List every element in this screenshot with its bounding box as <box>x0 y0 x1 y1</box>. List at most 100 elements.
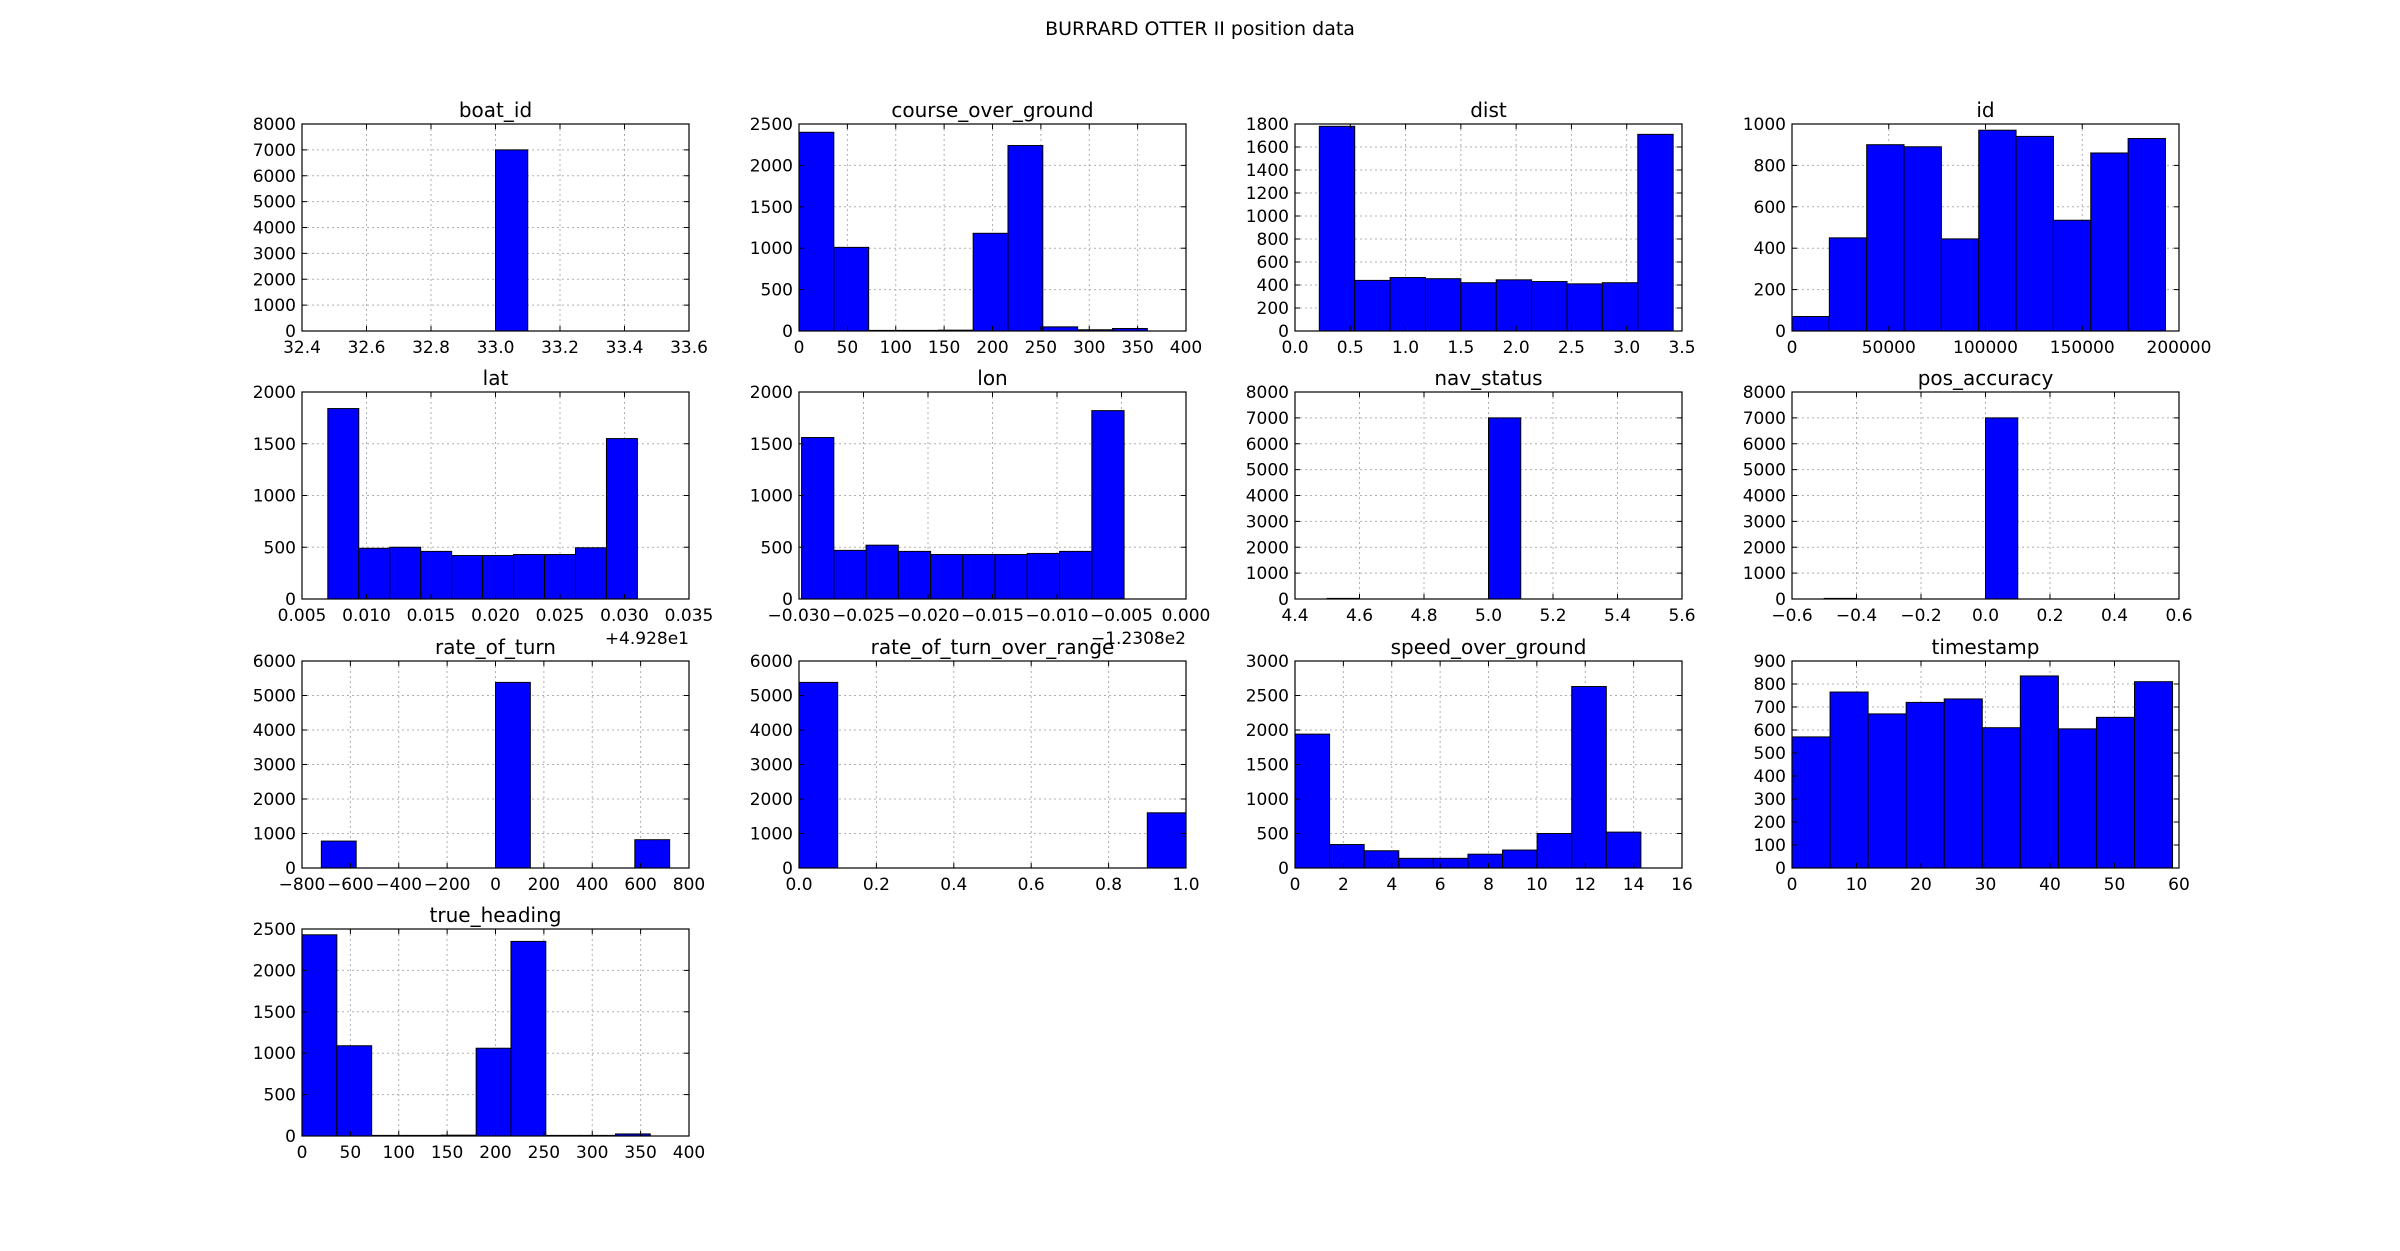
histogram-bar <box>798 681 839 869</box>
y-tick-label: 1000 <box>1743 115 1786 135</box>
x-tick-label: 12 <box>1574 875 1596 895</box>
y-tick-label: 5000 <box>253 193 296 213</box>
figure-title: BURRARD OTTER II position data <box>1045 18 1355 40</box>
x-tick-label: 100000 <box>1953 338 2018 358</box>
y-tick-label: 1000 <box>253 1044 296 1064</box>
x-tick-label: −200 <box>424 875 471 895</box>
histogram-bar <box>2133 681 2174 869</box>
subplot-title: course_over_ground <box>891 98 1093 122</box>
y-tick-label: 200 <box>1754 813 1786 833</box>
histogram-bar <box>510 940 547 1137</box>
histogram-bar <box>1943 698 1983 869</box>
histogram-bar <box>358 547 391 600</box>
x-tick-label: 4 <box>1386 875 1397 895</box>
y-tick-label: 1800 <box>1246 115 1289 135</box>
y-tick-label: 2000 <box>253 270 296 290</box>
y-tick-label: 2000 <box>253 383 296 403</box>
histogram-bar <box>1146 812 1187 869</box>
histogram-bar <box>972 232 1009 332</box>
x-tick-label: 0.030 <box>600 606 649 626</box>
histogram-bar <box>320 840 357 869</box>
x-tick-label: −800 <box>279 875 326 895</box>
histogram-bar <box>1981 727 2021 869</box>
x-tick-label: 0 <box>490 875 501 895</box>
y-tick-label: 0 <box>285 1127 296 1147</box>
y-tick-label: 600 <box>1257 253 1289 273</box>
y-tick-label: 3000 <box>750 756 793 776</box>
x-tick-label: 16 <box>1671 875 1693 895</box>
histogram-bar <box>513 553 546 600</box>
x-tick-label: 400 <box>1170 338 1202 358</box>
x-tick-label: −0.025 <box>832 606 895 626</box>
y-tick-label: 600 <box>1754 198 1786 218</box>
histogram-bar <box>1329 844 1365 869</box>
histogram-bar <box>1903 146 1942 332</box>
x-tick-label: 250 <box>528 1143 560 1163</box>
subplot-title: lat <box>483 366 509 390</box>
y-tick-label: 8000 <box>1743 383 1786 403</box>
subplot-true_heading: 0 50 100 150 200 250 300 350 400 0 500 1000 1500 2000… <box>253 903 705 1163</box>
y-tick-label: 2500 <box>1246 687 1289 707</box>
x-tick-label: 10 <box>1526 875 1548 895</box>
x-tick-label: 150 <box>928 338 960 358</box>
x-tick-label: 4.6 <box>1346 606 1373 626</box>
y-tick-label: 0 <box>782 590 793 610</box>
axes-background <box>799 661 1186 868</box>
y-tick-label: 4000 <box>750 721 793 741</box>
histogram-bar <box>336 1045 373 1137</box>
histogram-bar <box>1432 857 1469 869</box>
y-tick-label: 1500 <box>253 435 296 455</box>
subplot-course_over_ground: 0 50 100 150 200 250 300 350 400 0 500 1000 1500 2000… <box>750 98 1202 358</box>
subplot-title: pos_accuracy <box>1918 366 2054 390</box>
y-tick-label: 1000 <box>253 487 296 507</box>
x-tick-label: 5.6 <box>1668 606 1695 626</box>
histogram-bar <box>1042 326 1079 332</box>
y-tick-label: 5000 <box>253 687 296 707</box>
y-tick-label: 5000 <box>1246 461 1289 481</box>
histogram-bar <box>2052 219 2092 332</box>
subplot-id: 0 50000 100000 150000 200000 0 200 400 600 800 100… <box>1743 98 2212 358</box>
histogram-bar <box>1488 417 1522 600</box>
x-tick-label: 2.0 <box>1503 338 1530 358</box>
x-tick-label: 20 <box>1910 875 1932 895</box>
x-tick-label: −0.020 <box>897 606 960 626</box>
y-tick-label: 6000 <box>750 652 793 672</box>
x-tick-label: 0.4 <box>2101 606 2128 626</box>
x-tick-label: 0 <box>1290 875 1301 895</box>
histogram-bar <box>1866 144 1905 332</box>
subplot-timestamp: 0 10 20 30 40 50 60010020030040050060070080090… <box>1754 635 2190 895</box>
y-tick-label: 5000 <box>1743 461 1786 481</box>
y-tick-label: 7000 <box>1246 409 1289 429</box>
histogram-bar <box>1389 277 1426 332</box>
x-tick-label: 350 <box>1121 338 1153 358</box>
y-tick-label: 6000 <box>1743 435 1786 455</box>
y-tick-label: 300 <box>1754 790 1786 810</box>
x-tick-label: 40 <box>2039 875 2061 895</box>
y-tick-label: 1500 <box>750 198 793 218</box>
y-tick-label: 2000 <box>750 156 793 176</box>
y-tick-label: 8000 <box>1246 383 1289 403</box>
y-tick-label: 500 <box>761 281 793 301</box>
subplot-title: rate_of_turn <box>435 635 556 659</box>
y-tick-label: 3000 <box>253 756 296 776</box>
y-tick-label: 600 <box>1754 721 1786 741</box>
subplot-boat_id: 32.4 32.6 32.8 33.0 33.2 33.4 33.6 0 1000 2000 300… <box>253 98 708 358</box>
y-tick-label: 5000 <box>750 687 793 707</box>
x-tick-label: 33.2 <box>541 338 579 358</box>
y-tick-label: 2000 <box>1743 538 1786 558</box>
y-tick-label: 0 <box>1278 859 1289 879</box>
x-tick-label: −0.4 <box>1836 606 1877 626</box>
y-tick-label: 0 <box>1775 859 1786 879</box>
y-tick-label: 1500 <box>750 435 793 455</box>
histogram-bar <box>2057 728 2097 869</box>
x-tick-label: 32.4 <box>283 338 321 358</box>
x-axis-offset: −1.2308e2 <box>1091 629 1186 649</box>
subplot-title: dist <box>1470 98 1507 122</box>
y-tick-label: 6000 <box>1246 435 1289 455</box>
x-tick-label: 600 <box>624 875 656 895</box>
x-tick-label: −400 <box>375 875 422 895</box>
y-tick-label: 4000 <box>253 219 296 239</box>
x-tick-label: 50 <box>340 1143 362 1163</box>
subplot-title: speed_over_ground <box>1391 635 1587 659</box>
x-tick-label: 4.4 <box>1281 606 1308 626</box>
